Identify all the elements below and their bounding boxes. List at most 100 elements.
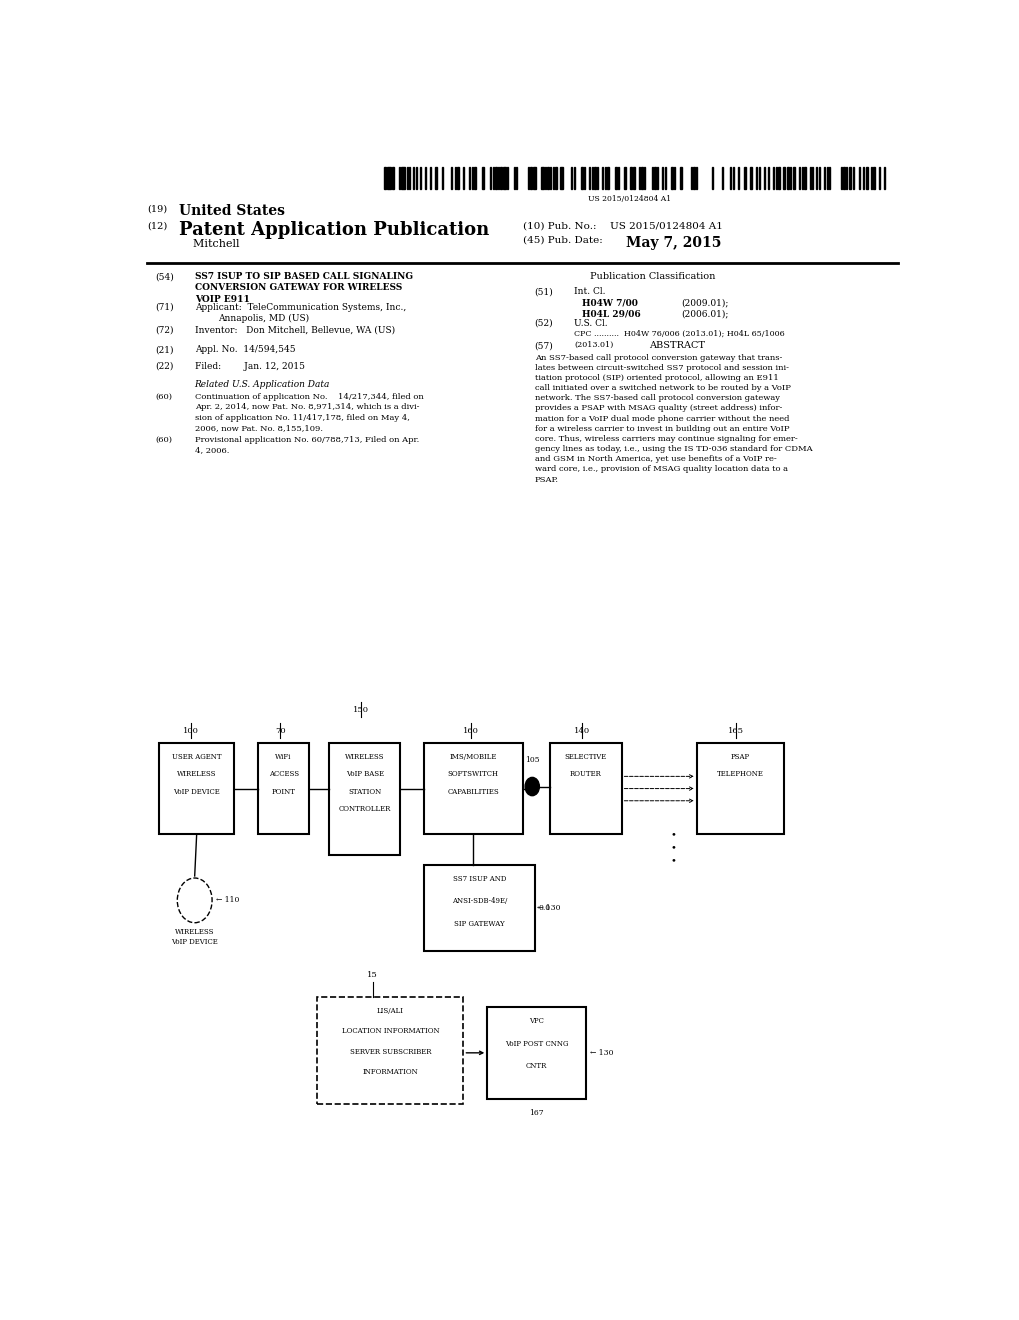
Bar — [618, 168, 619, 189]
Bar — [763, 168, 764, 189]
Text: tiation protocol (SIP) oriented protocol, allowing an E911: tiation protocol (SIP) oriented protocol… — [534, 374, 777, 381]
Bar — [552, 168, 553, 189]
Text: (2009.01);: (2009.01); — [681, 298, 728, 308]
Bar — [696, 743, 783, 834]
Text: H04L 29/06: H04L 29/06 — [582, 310, 640, 319]
Bar — [581, 168, 582, 189]
Bar — [317, 997, 463, 1104]
Bar — [550, 743, 621, 834]
Bar — [384, 168, 385, 189]
Bar — [527, 168, 529, 189]
Text: PSAP: PSAP — [730, 752, 749, 762]
Bar — [828, 168, 829, 189]
Bar — [571, 168, 572, 189]
Bar — [656, 168, 657, 189]
Text: VoIP DEVICE: VoIP DEVICE — [171, 939, 218, 946]
Text: core. Thus, wireless carriers may continue signaling for emer-: core. Thus, wireless carriers may contin… — [534, 434, 797, 444]
Bar — [469, 168, 470, 189]
Text: Filed:        Jan. 12, 2015: Filed: Jan. 12, 2015 — [195, 362, 305, 371]
Bar — [506, 168, 507, 189]
Bar — [877, 168, 879, 189]
Bar — [654, 168, 655, 189]
Text: (60): (60) — [155, 436, 172, 444]
Bar — [441, 168, 442, 189]
Bar — [815, 168, 816, 189]
Bar — [638, 168, 639, 189]
Text: 15: 15 — [367, 970, 378, 978]
Bar — [573, 168, 575, 189]
Text: SERVER SUBSCRIBER: SERVER SUBSCRIBER — [350, 1048, 431, 1056]
Text: U.S. Cl.: U.S. Cl. — [574, 319, 607, 327]
Bar — [792, 168, 795, 189]
Text: United States: United States — [178, 205, 284, 218]
Bar — [744, 168, 745, 189]
Circle shape — [525, 777, 539, 796]
Text: provides a PSAP with MSAG quality (street address) infor-: provides a PSAP with MSAG quality (stree… — [534, 404, 782, 412]
Bar — [801, 168, 802, 189]
Text: WIRELESS: WIRELESS — [176, 771, 216, 779]
Bar — [430, 168, 431, 189]
Bar — [809, 168, 810, 189]
Bar — [614, 168, 615, 189]
Bar — [398, 168, 399, 189]
Text: Publication Classification: Publication Classification — [589, 272, 714, 281]
Bar — [633, 168, 634, 189]
Bar — [492, 168, 493, 189]
Bar — [495, 168, 496, 189]
Text: (19): (19) — [147, 205, 167, 213]
Text: (21): (21) — [155, 346, 173, 354]
Bar — [883, 168, 884, 189]
Text: 165: 165 — [728, 727, 744, 735]
Bar — [755, 168, 757, 189]
Text: Apr. 2, 2014, now Pat. No. 8,971,314, which is a divi-: Apr. 2, 2014, now Pat. No. 8,971,314, wh… — [195, 404, 419, 412]
Bar — [497, 168, 498, 189]
Text: •: • — [669, 857, 676, 865]
Text: VOIP E911: VOIP E911 — [195, 294, 250, 304]
Bar — [693, 168, 694, 189]
Text: Annapolis, MD (US): Annapolis, MD (US) — [218, 314, 309, 323]
Text: (72): (72) — [155, 325, 173, 334]
Text: ABSTRACT: ABSTRACT — [648, 342, 704, 350]
Text: CPC ..........  H04W 76/006 (2013.01); H04L 65/1006: CPC .......... H04W 76/006 (2013.01); H0… — [574, 330, 784, 338]
Bar — [651, 168, 652, 189]
Bar — [790, 168, 791, 189]
Text: SOFTSWITCH: SOFTSWITCH — [447, 771, 498, 779]
Text: ROUTER: ROUTER — [570, 771, 601, 779]
Bar — [594, 168, 595, 189]
Bar — [516, 168, 517, 189]
Text: network. The SS7-based call protocol conversion gateway: network. The SS7-based call protocol con… — [534, 395, 779, 403]
Text: Applicant:  TeleCommunication Systems, Inc.,: Applicant: TeleCommunication Systems, In… — [195, 302, 406, 312]
Bar — [530, 168, 531, 189]
Bar — [767, 168, 768, 189]
Bar — [680, 168, 681, 189]
Text: H04W 7/00: H04W 7/00 — [582, 298, 637, 308]
Bar — [811, 168, 813, 189]
Bar — [664, 168, 665, 189]
Text: •: • — [669, 843, 676, 851]
Bar — [463, 168, 464, 189]
Text: (2006.01);: (2006.01); — [681, 310, 728, 319]
Bar — [870, 168, 871, 189]
Bar — [737, 168, 739, 189]
Text: for a wireless carrier to invest in building out an entire VoIP: for a wireless carrier to invest in buil… — [534, 425, 789, 433]
Text: sion of application No. 11/417,178, filed on May 4,: sion of application No. 11/417,178, file… — [195, 413, 410, 421]
Bar — [489, 168, 491, 189]
Text: •: • — [669, 830, 676, 838]
Bar — [500, 168, 501, 189]
Bar — [758, 168, 759, 189]
Bar — [601, 168, 603, 189]
Bar — [823, 168, 824, 189]
Bar — [513, 168, 515, 189]
Text: VoIP DEVICE: VoIP DEVICE — [173, 788, 220, 796]
Bar — [695, 168, 697, 189]
Text: 0.0: 0.0 — [538, 904, 550, 912]
Bar — [846, 168, 847, 189]
Text: CONTROLLER: CONTROLLER — [338, 805, 390, 813]
Bar — [450, 168, 451, 189]
Text: WiFi: WiFi — [275, 752, 291, 762]
Text: PSAP.: PSAP. — [534, 475, 558, 483]
Text: (57): (57) — [534, 342, 553, 350]
Bar — [772, 168, 773, 189]
Text: USER AGENT: USER AGENT — [171, 752, 221, 762]
Text: ← 110: ← 110 — [216, 896, 239, 904]
